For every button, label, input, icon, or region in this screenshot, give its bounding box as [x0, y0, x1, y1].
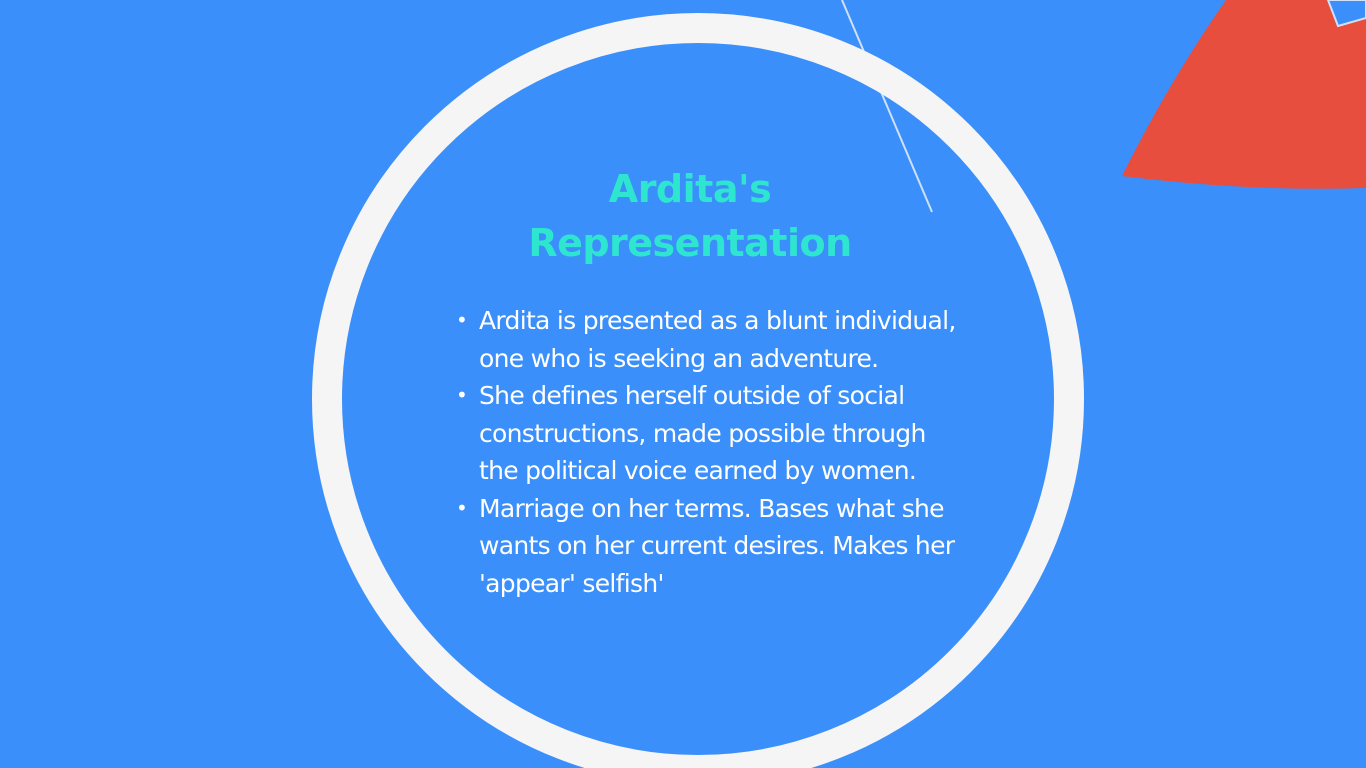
slide-title-line-2: Representation	[528, 221, 852, 265]
slide-title-line-1: Ardita's	[608, 167, 772, 211]
bullet-text: Ardita is presented as a blunt individua…	[479, 306, 956, 373]
red-decorative-shape	[1122, 0, 1366, 189]
bullet-text: She defines herself outside of social co…	[479, 381, 926, 485]
bullet-item: • Marriage on her terms. Bases what she …	[456, 490, 956, 603]
bullet-dot: •	[456, 308, 468, 332]
bullet-text: Marriage on her terms. Bases what she wa…	[479, 493, 955, 598]
slide-title: Ardita's Representation	[490, 162, 890, 270]
bullet-dot: •	[456, 495, 468, 520]
bullet-dot: •	[456, 383, 468, 407]
bullet-item: • She defines herself outside of social …	[456, 377, 956, 490]
blue-decorative-notch	[1326, 0, 1366, 28]
bullet-list: • Ardita is presented as a blunt individ…	[456, 302, 956, 602]
bullet-item: • Ardita is presented as a blunt individ…	[456, 302, 956, 377]
